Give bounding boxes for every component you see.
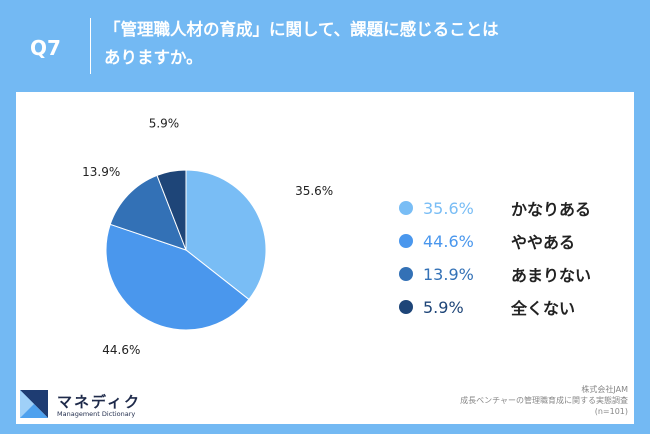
legend-swatch [399,201,413,215]
header: Q7 「管理職人材の育成」に関して、課題に感じることは ありますか。 [0,0,650,92]
brand-name: マネディク [57,393,141,411]
pie-slice-1 [105,223,250,331]
pie-slice-label-2: 13.9% [82,165,120,179]
question-line-2: ありますか。 [104,48,203,67]
pie-slice-label-1: 44.6% [102,343,140,357]
brand-logo-icon [20,390,48,418]
legend-label: ややある [511,233,576,252]
legend-percent: 5.9% [423,297,464,317]
legend-item-kanari-aru: 35.6% かなりある [399,196,591,220]
pie-slice-3 [156,169,187,251]
footnote-company: 株式会社JAM [581,385,628,394]
pie-slice-label-0: 35.6% [295,184,333,198]
legend-swatch [399,267,413,281]
brand-subtitle: Management Dictionary [57,410,136,418]
question-number: Q7 [30,36,61,60]
legend-percent: 35.6% [423,198,474,218]
legend-label: あまりない [511,266,592,285]
question-text: 「管理職人材の育成」に関して、課題に感じることは ありますか。 [104,16,624,72]
chart-panel: 35.6% 44.6% 13.9% 5.9% 35.6% かなりある 44.6% やや… [16,92,634,424]
pie-slice-label-3: 5.9% [149,117,180,131]
pie-slice-2 [109,174,187,251]
legend-percent: 13.9% [423,264,474,284]
legend-item-amari-nai: 13.9% あまりない [399,262,591,286]
pie-slice-0 [185,169,267,301]
footnote-survey: 成長ベンチャーの管理職育成に関する実態調査 [460,396,628,405]
header-divider [90,18,91,74]
legend-item-yaya-aru: 44.6% ややある [399,229,575,253]
legend-label: かなりある [511,200,592,219]
legend-swatch [399,300,413,314]
legend-label: 全くない [511,299,576,318]
legend-item-mattaku-nai: 5.9% 全くない [399,295,575,319]
footnote-sample-size: (n=101) [594,407,628,416]
pie-chart: 35.6% 44.6% 13.9% 5.9% [82,117,333,357]
source-footnote: 株式会社JAM 成長ベンチャーの管理職育成に関する実態調査 (n=101) [460,384,628,417]
legend-percent: 44.6% [423,231,474,251]
question-line-1: 「管理職人材の育成」に関して、課題に感じることは [104,20,499,39]
legend-swatch [399,234,413,248]
